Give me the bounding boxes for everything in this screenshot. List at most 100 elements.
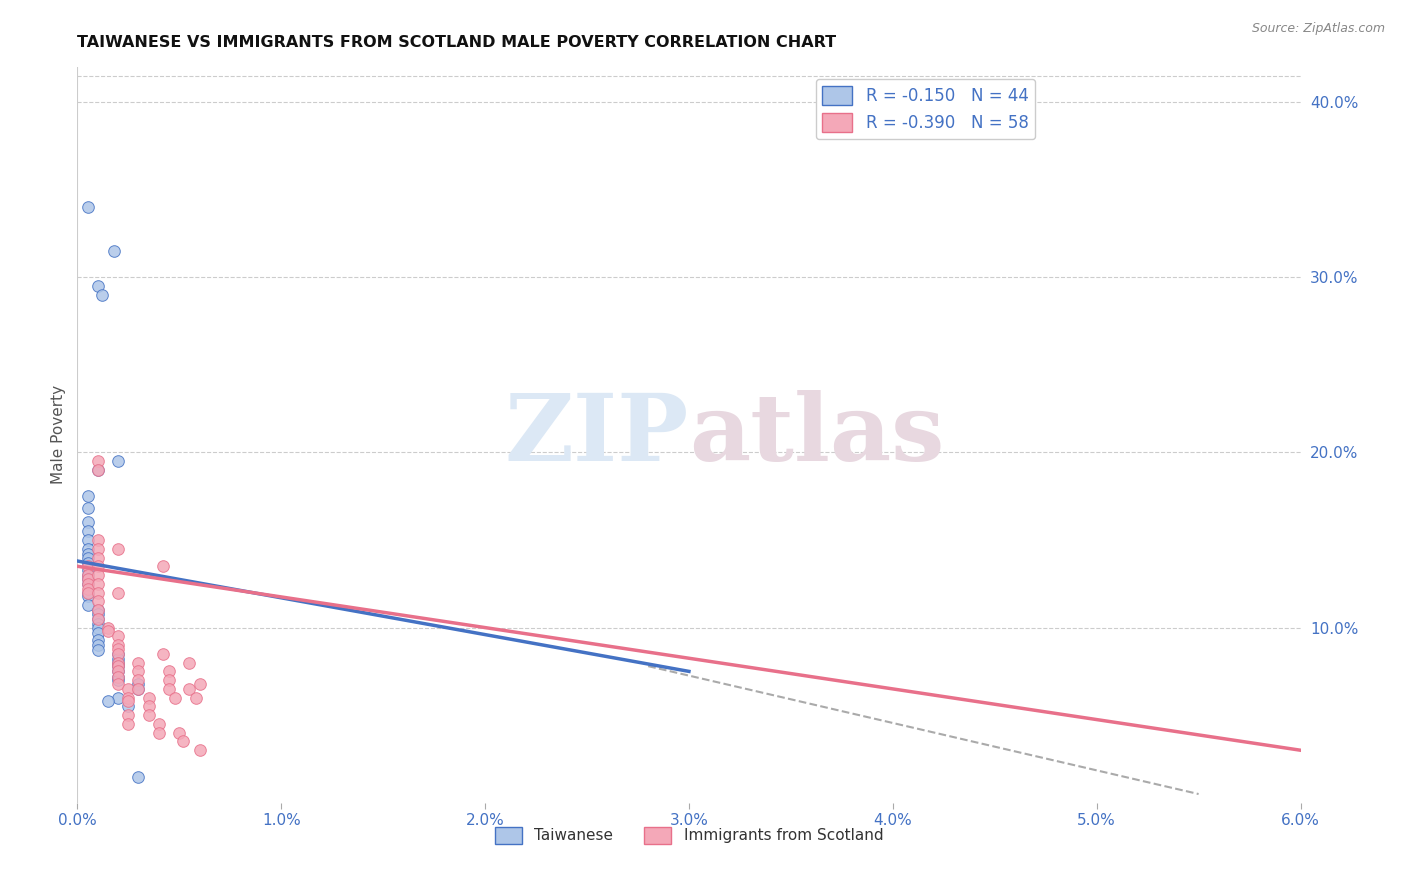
Point xyxy=(76,550,98,565)
Point xyxy=(107,656,129,670)
Point xyxy=(103,244,125,258)
Point xyxy=(87,594,110,608)
Point xyxy=(87,607,110,621)
Point xyxy=(76,516,98,530)
Text: Source: ZipAtlas.com: Source: ZipAtlas.com xyxy=(1251,22,1385,36)
Point xyxy=(87,576,110,591)
Point xyxy=(117,708,139,723)
Point xyxy=(169,725,191,739)
Point xyxy=(188,676,211,690)
Point xyxy=(107,659,129,673)
Point xyxy=(138,699,160,714)
Point xyxy=(76,589,98,603)
Point xyxy=(152,559,174,574)
Point xyxy=(97,621,120,635)
Point xyxy=(87,612,110,626)
Point xyxy=(107,665,129,679)
Point xyxy=(87,541,110,556)
Point xyxy=(127,673,149,688)
Point xyxy=(76,489,98,503)
Point xyxy=(107,670,129,684)
Point xyxy=(87,625,110,640)
Point xyxy=(87,533,110,547)
Point xyxy=(87,454,110,468)
Point xyxy=(117,699,139,714)
Point xyxy=(76,541,98,556)
Point xyxy=(76,200,98,214)
Text: TAIWANESE VS IMMIGRANTS FROM SCOTLAND MALE POVERTY CORRELATION CHART: TAIWANESE VS IMMIGRANTS FROM SCOTLAND MA… xyxy=(77,36,837,51)
Legend: Taiwanese, Immigrants from Scotland: Taiwanese, Immigrants from Scotland xyxy=(488,821,890,850)
Point xyxy=(76,572,98,586)
Point xyxy=(107,656,129,670)
Point xyxy=(117,694,139,708)
Point xyxy=(107,690,129,705)
Point xyxy=(184,690,207,705)
Point xyxy=(157,665,180,679)
Point xyxy=(127,676,149,690)
Point xyxy=(107,541,129,556)
Point xyxy=(127,656,149,670)
Point xyxy=(76,547,98,561)
Point xyxy=(76,582,98,596)
Point xyxy=(107,676,129,690)
Point xyxy=(148,717,170,731)
Point xyxy=(76,576,98,591)
Point xyxy=(117,717,139,731)
Point xyxy=(87,612,110,626)
Point xyxy=(107,647,129,661)
Point xyxy=(87,585,110,599)
Point xyxy=(97,694,120,708)
Point xyxy=(107,629,129,643)
Point xyxy=(87,463,110,477)
Point xyxy=(87,559,110,574)
Point xyxy=(87,621,110,635)
Point xyxy=(90,287,112,301)
Point xyxy=(138,690,160,705)
Point xyxy=(172,734,194,748)
Point xyxy=(107,638,129,652)
Point xyxy=(87,638,110,652)
Point xyxy=(76,501,98,516)
Point xyxy=(87,550,110,565)
Point xyxy=(76,556,98,570)
Point xyxy=(127,681,149,696)
Point xyxy=(87,617,110,632)
Point xyxy=(165,690,187,705)
Point xyxy=(76,576,98,591)
Point xyxy=(76,598,98,612)
Point xyxy=(87,632,110,647)
Point xyxy=(87,643,110,657)
Point xyxy=(152,647,174,661)
Y-axis label: Male Poverty: Male Poverty xyxy=(51,385,66,484)
Point xyxy=(76,563,98,577)
Text: ZIP: ZIP xyxy=(505,390,689,480)
Point xyxy=(76,568,98,582)
Point xyxy=(107,670,129,684)
Point xyxy=(107,647,129,661)
Point xyxy=(87,603,110,617)
Point xyxy=(188,743,211,757)
Point xyxy=(127,770,149,784)
Point xyxy=(107,454,129,468)
Point xyxy=(97,624,120,639)
Point xyxy=(76,585,98,599)
Point xyxy=(107,585,129,599)
Point xyxy=(107,659,129,673)
Point xyxy=(179,656,201,670)
Point xyxy=(117,690,139,705)
Point xyxy=(76,533,98,547)
Point xyxy=(87,279,110,293)
Point xyxy=(107,641,129,656)
Point xyxy=(87,568,110,582)
Point xyxy=(107,665,129,679)
Text: atlas: atlas xyxy=(689,390,945,480)
Point xyxy=(76,568,98,582)
Point xyxy=(76,572,98,586)
Point xyxy=(107,673,129,688)
Point xyxy=(76,524,98,539)
Point xyxy=(138,708,160,723)
Point xyxy=(107,652,129,666)
Point xyxy=(127,681,149,696)
Point xyxy=(179,681,201,696)
Point xyxy=(76,585,98,599)
